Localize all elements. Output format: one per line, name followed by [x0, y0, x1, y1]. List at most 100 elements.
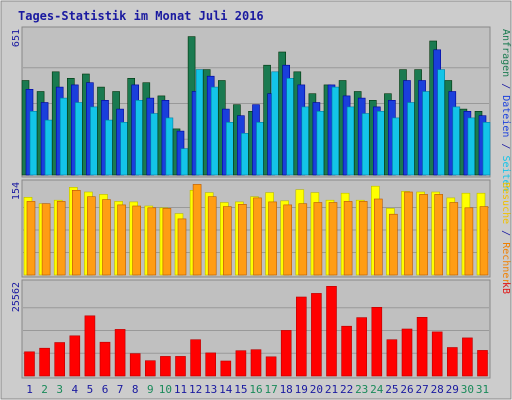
panel-hits-max-label: 651 [11, 29, 22, 47]
bar-visits-rechner-day-24 [373, 198, 383, 276]
bar-visits-rechner-day-23 [358, 201, 368, 276]
bar-hits-seiten-day-1 [29, 111, 38, 176]
bar-hits-seiten-day-13 [210, 86, 219, 176]
x-tick-label: 3 [56, 383, 63, 396]
panel-kb-legend-label: kB [500, 282, 511, 294]
x-tick-label: 29 [446, 383, 459, 396]
bar-visits-rechner-day-29 [449, 202, 459, 276]
bar-visits-rechner-day-18 [283, 204, 293, 276]
bar-kb-kb-day-28 [431, 331, 443, 377]
bar-hits-seiten-day-24 [376, 111, 385, 176]
bar-visits-rechner-day-27 [419, 194, 428, 276]
bar-hits-seiten-day-4 [75, 102, 83, 176]
panel-hits: 651 Anfragen / Dateien / Seiten [11, 26, 511, 192]
bar-kb-kb-day-23 [356, 317, 368, 377]
bar-visits-rechner-day-19 [298, 203, 308, 276]
x-tick-label: 31 [476, 383, 489, 396]
bar-visits-rechner-day-20 [313, 202, 323, 276]
x-tick-label: 9 [147, 383, 154, 396]
bar-kb-kb-day-25 [386, 339, 398, 377]
x-tick-label: 16 [249, 383, 262, 396]
legend-text: / [500, 137, 511, 155]
bar-hits-seiten-day-2 [44, 119, 53, 176]
legend-text: / [500, 224, 511, 242]
panel-hits-legend-label: Anfragen / Dateien / Seiten [500, 29, 511, 192]
bar-hits-seiten-day-21 [331, 86, 340, 176]
x-tick-label: 23 [355, 383, 368, 396]
bar-hits-seiten-day-29 [452, 106, 461, 176]
x-tick-label: 20 [310, 383, 323, 396]
bar-visits-rechner-day-4 [72, 190, 81, 276]
x-tick-label: 18 [280, 383, 293, 396]
chart-title: Tages-Statistik im Monat Juli 2016 [18, 9, 264, 23]
x-tick-label: 30 [461, 383, 474, 396]
bar-visits-rechner-day-7 [117, 204, 126, 276]
bar-kb-kb-day-5 [84, 315, 96, 377]
bar-visits-rechner-day-3 [56, 201, 66, 276]
legend-text: Besuche [500, 182, 511, 224]
legend-text: Seiten [500, 155, 511, 191]
panel-kb: 25562 kB [11, 279, 511, 379]
bar-hits-seiten-day-26 [407, 102, 415, 176]
panel-visits-legend-label: Besuche / Rechner [500, 182, 511, 284]
bar-kb-kb-day-31 [477, 350, 488, 377]
bar-kb-kb-day-6 [99, 341, 111, 377]
bar-kb-kb-day-7 [114, 329, 126, 377]
bar-hits-seiten-day-9 [150, 113, 159, 176]
bar-kb-kb-day-3 [54, 342, 66, 377]
bar-kb-kb-day-1 [24, 351, 35, 377]
bar-kb-kb-day-8 [129, 353, 141, 377]
x-tick-label: 5 [87, 383, 94, 396]
bar-hits-seiten-day-27 [422, 91, 430, 176]
bar-visits-rechner-day-13 [207, 196, 217, 276]
bar-hits-seiten-day-16 [256, 122, 264, 176]
bar-kb-kb-day-18 [280, 330, 292, 377]
bar-visits-rechner-day-2 [41, 203, 51, 276]
bar-kb-kb-day-15 [235, 350, 247, 377]
bar-hits-seiten-day-17 [271, 71, 279, 176]
bar-visits-rechner-day-6 [102, 199, 111, 276]
bar-visits-rechner-day-21 [328, 202, 338, 276]
legend-text: Anfragen [500, 29, 511, 77]
bar-visits-rechner-day-10 [162, 208, 172, 276]
bar-visits-rechner-day-1 [26, 201, 36, 276]
bar-visits-rechner-day-12 [192, 184, 202, 276]
bar-visits-rechner-day-25 [389, 213, 398, 276]
bar-kb-kb-day-30 [462, 337, 473, 377]
bar-kb-kb-day-14 [220, 360, 232, 377]
bar-visits-rechner-day-28 [434, 194, 444, 276]
bar-hits-seiten-day-11 [180, 148, 189, 176]
bar-visits-rechner-day-14 [223, 206, 232, 276]
bar-kb-kb-day-2 [39, 347, 50, 377]
bar-kb-kb-day-29 [446, 347, 458, 377]
bar-hits-seiten-day-19 [301, 106, 310, 176]
x-tick-label: 14 [219, 383, 233, 396]
x-axis: 1 2 3 4 5 6 7 8 9 10 11 12 13 14 15 16 17 18 19 20 21 22 23 24 2… [26, 383, 489, 396]
bar-kb-kb-day-27 [416, 316, 428, 377]
x-tick-label: 25 [385, 383, 398, 396]
bar-kb-kb-day-13 [205, 352, 216, 377]
bar-visits-rechner-day-26 [404, 191, 413, 276]
bar-hits-seiten-day-14 [226, 122, 234, 176]
bar-kb-kb-day-11 [175, 356, 186, 377]
bar-visits-rechner-day-31 [479, 206, 489, 276]
x-tick-label: 22 [340, 383, 353, 396]
bar-hits-seiten-day-6 [105, 119, 113, 176]
x-tick-label: 17 [264, 383, 277, 396]
bar-kb-kb-day-26 [401, 328, 413, 377]
bar-kb-kb-day-9 [145, 360, 156, 377]
bar-hits-seiten-day-25 [392, 117, 400, 176]
panel-visits-max-label: 154 [11, 182, 22, 200]
bar-kb-kb-day-17 [265, 356, 277, 377]
bar-hits-seiten-day-30 [467, 117, 476, 176]
panel-visits: 154 Besuche / Rechner [11, 179, 511, 284]
bar-hits-seiten-day-18 [286, 78, 295, 176]
legend-text: Dateien [500, 95, 511, 137]
bar-hits-seiten-day-10 [165, 117, 174, 176]
legend-text: Rechner [500, 242, 511, 284]
x-tick-label: 24 [370, 383, 384, 396]
bar-visits-rechner-day-9 [147, 207, 157, 276]
bar-kb-kb-day-16 [250, 349, 262, 377]
legend-text: / [500, 77, 511, 95]
